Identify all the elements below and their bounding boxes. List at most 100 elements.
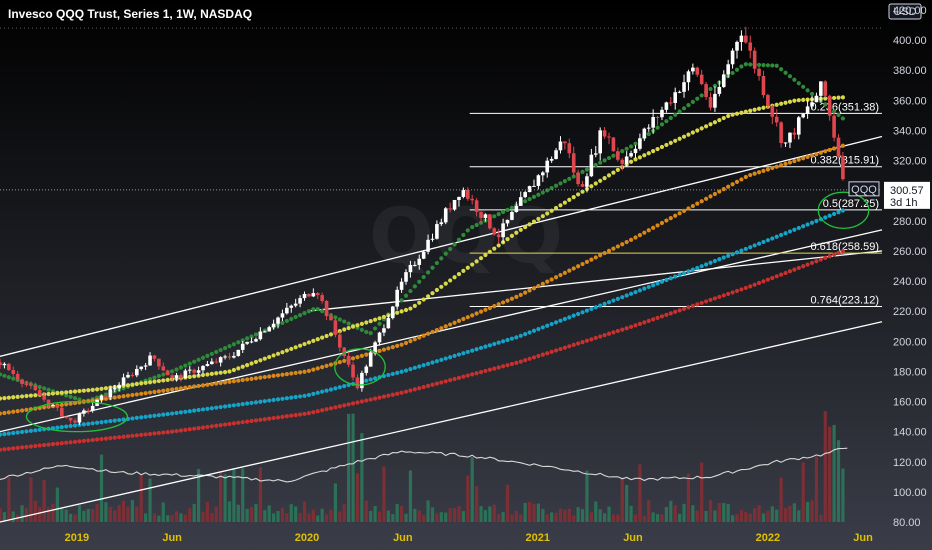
moving-average-dot — [170, 387, 175, 392]
moving-average-dot — [117, 435, 122, 440]
y-tick-label: 240.00 — [893, 276, 927, 288]
moving-average-dot — [651, 149, 656, 154]
moving-average-dot — [615, 328, 620, 334]
moving-average-dot — [633, 141, 638, 146]
moving-average-dot — [2, 373, 7, 378]
moving-average-dot — [395, 343, 400, 349]
moving-average-dot — [456, 375, 462, 380]
volume-bar — [126, 506, 130, 522]
moving-average-dot — [571, 342, 576, 348]
moving-average-dot — [245, 419, 250, 424]
moving-average-dot — [496, 243, 501, 248]
moving-average-dot — [214, 371, 219, 376]
moving-average-dot — [633, 323, 638, 328]
moving-average-dot — [593, 255, 598, 260]
candle-body — [130, 374, 135, 376]
volume-bar — [554, 512, 558, 522]
volume-bar — [249, 507, 254, 522]
moving-average-dot — [412, 365, 417, 370]
moving-average-dot — [425, 331, 431, 336]
moving-average-dot — [178, 365, 184, 370]
moving-average-dot — [183, 427, 188, 432]
volume-bar — [660, 514, 664, 522]
candle-body — [346, 356, 351, 365]
moving-average-dot — [730, 70, 735, 76]
moving-average-dot — [593, 181, 598, 186]
volume-bar — [351, 413, 355, 522]
y-tick-label: 380.00 — [893, 65, 927, 77]
moving-average-dot — [540, 281, 545, 286]
volume-bar — [236, 504, 240, 522]
moving-average-dot — [637, 155, 643, 160]
volume-bar — [166, 515, 170, 522]
moving-average-dot — [651, 317, 656, 322]
moving-average-dot — [668, 140, 673, 145]
moving-average-dot — [580, 310, 585, 315]
moving-average-dot — [801, 264, 806, 269]
volume-bar — [302, 501, 307, 522]
volume-bar — [633, 514, 638, 522]
moving-average-dot — [465, 349, 470, 355]
moving-average-dot — [359, 353, 364, 358]
moving-average-dot — [333, 386, 338, 391]
volume-bar — [69, 513, 73, 522]
moving-average-dot — [743, 109, 748, 114]
moving-average-dot — [598, 303, 603, 308]
volume-bar — [320, 508, 324, 522]
volume-average-line — [0, 447, 848, 483]
moving-average-dot — [611, 330, 616, 335]
moving-average-dot — [673, 112, 678, 117]
candle-body — [788, 132, 792, 143]
candle-body — [280, 313, 285, 318]
moving-average-dot — [262, 417, 267, 422]
moving-average-dot — [328, 332, 334, 337]
moving-average-dot — [293, 412, 298, 418]
moving-average-dot — [421, 363, 426, 368]
volume-bar — [170, 514, 174, 522]
moving-average-dot — [624, 293, 629, 298]
candle-body — [629, 153, 633, 157]
moving-average-dot — [86, 388, 91, 393]
volume-bar — [382, 466, 386, 522]
volume-bar — [814, 456, 819, 522]
moving-average-dot — [350, 356, 356, 361]
moving-average-dot — [774, 102, 779, 107]
candle-body — [373, 342, 377, 353]
moving-average-dot — [117, 417, 122, 423]
volume-bar — [46, 507, 51, 522]
moving-average-dot — [227, 344, 232, 349]
moving-average-dot — [439, 357, 444, 362]
moving-average-dot — [209, 424, 214, 429]
moving-average-dot — [487, 343, 492, 348]
moving-average-dot — [783, 231, 788, 236]
moving-average-dot — [222, 369, 228, 375]
moving-average-dot — [448, 378, 453, 383]
moving-average-dot — [730, 112, 735, 117]
moving-average-dot — [708, 122, 713, 127]
moving-average-dot — [726, 253, 731, 258]
candle-body — [704, 84, 708, 98]
moving-average-dot — [161, 388, 166, 393]
moving-average-dot — [81, 422, 86, 427]
moving-average-dot — [474, 259, 479, 264]
candle-body — [461, 189, 466, 197]
moving-average-dot — [787, 99, 793, 104]
moving-average-dot — [342, 327, 347, 332]
volume-bar — [196, 469, 201, 522]
moving-average-dot — [593, 162, 598, 168]
moving-average-dot — [395, 391, 400, 396]
moving-average-dot — [209, 406, 214, 411]
moving-average-dot — [686, 206, 691, 211]
candle-body — [624, 156, 629, 164]
moving-average-dot — [805, 262, 810, 267]
moving-average-dot — [492, 341, 497, 347]
candle-body — [766, 95, 770, 106]
moving-average-dot — [677, 109, 682, 114]
moving-average-dot — [311, 367, 316, 372]
moving-average-dot — [205, 382, 210, 387]
moving-average-dot — [19, 408, 25, 413]
moving-average-dot — [297, 312, 303, 318]
moving-average-dot — [139, 391, 144, 396]
